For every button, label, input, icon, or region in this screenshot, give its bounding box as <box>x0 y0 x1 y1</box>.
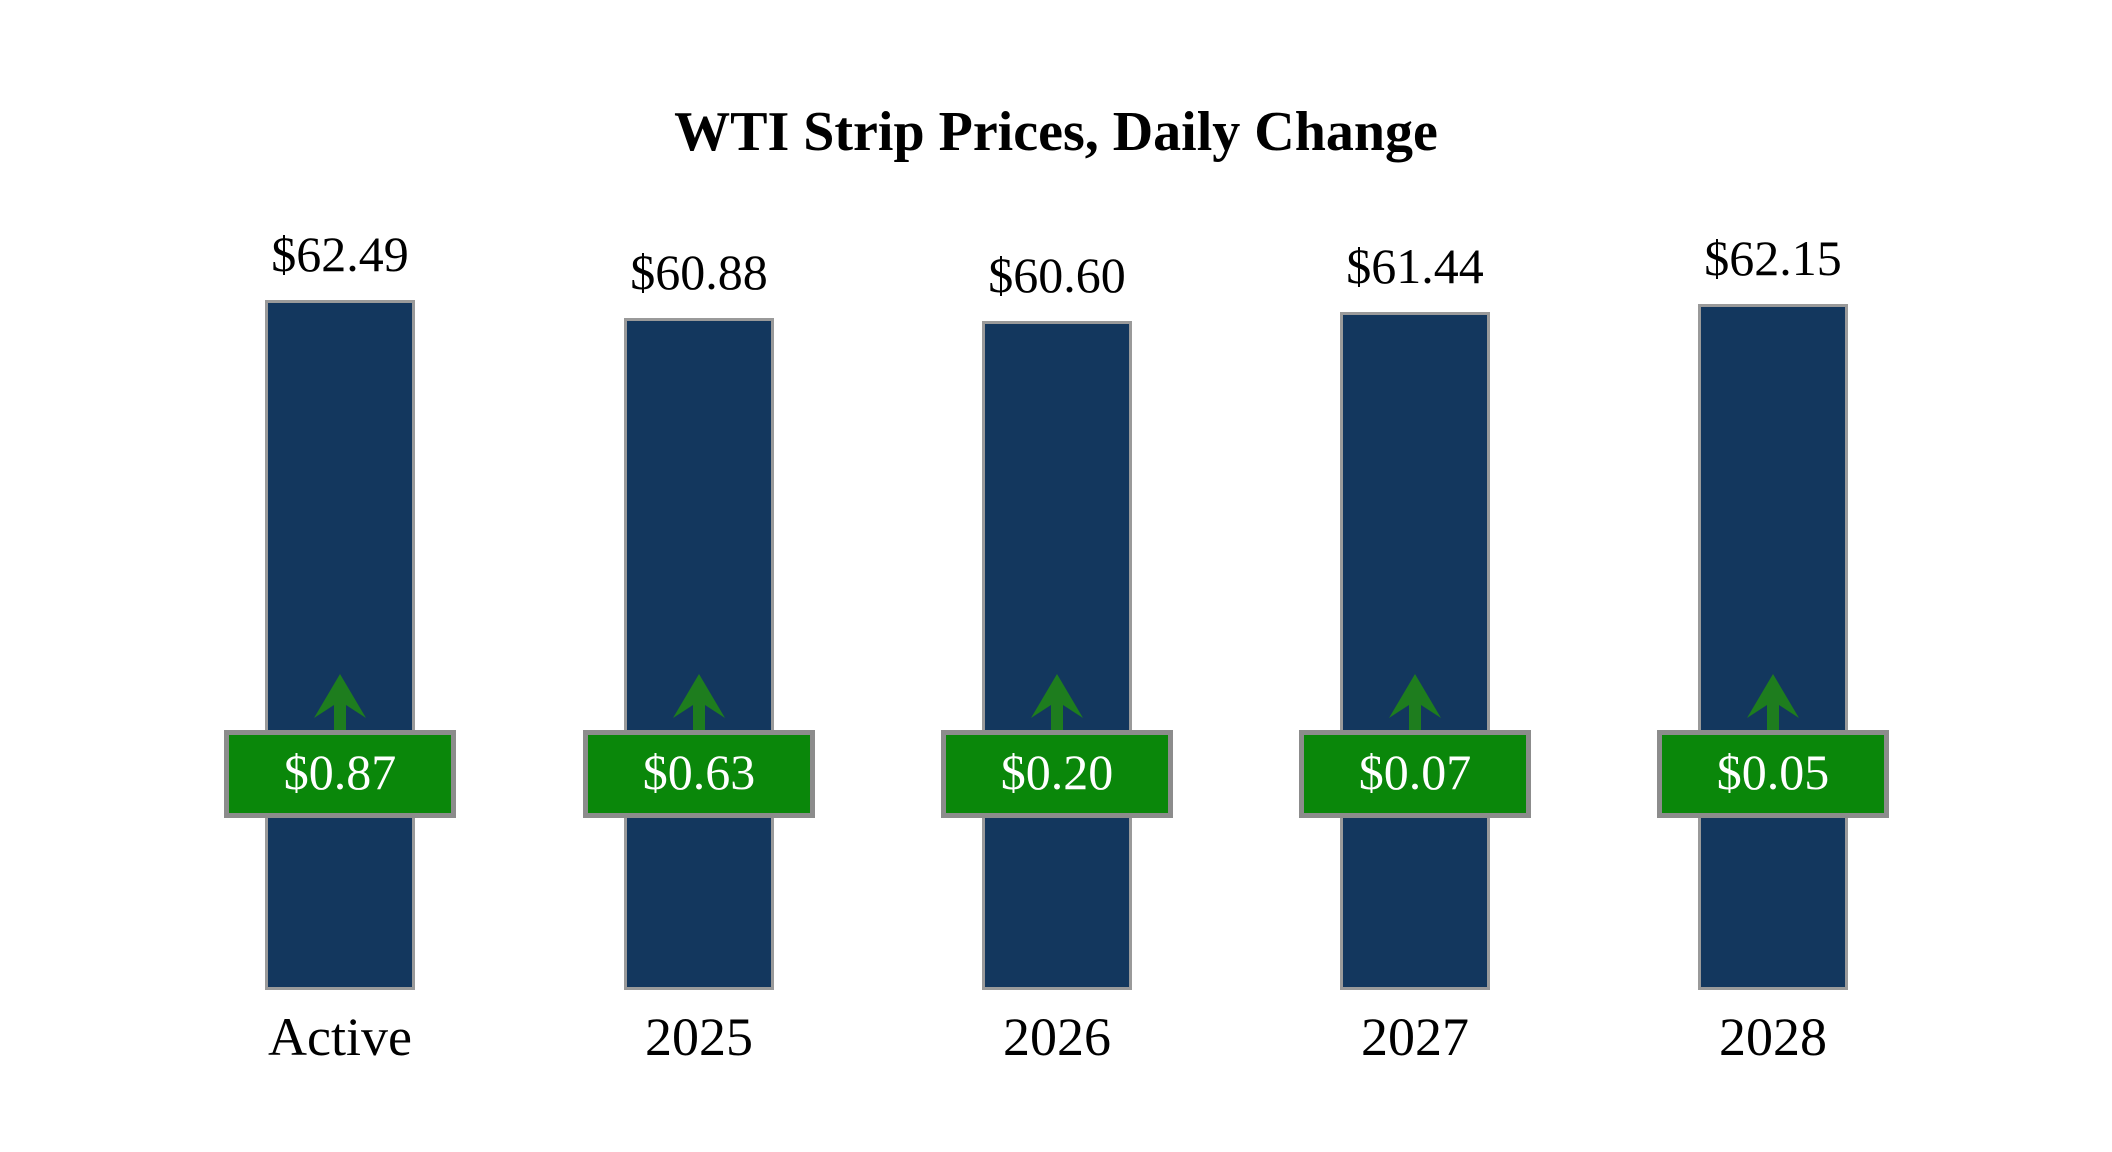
category-label: Active <box>268 1007 412 1067</box>
price-bar <box>265 300 415 990</box>
price-bar <box>1698 304 1848 990</box>
arrow-up-icon <box>314 674 366 730</box>
price-label: $60.88 <box>630 244 768 300</box>
daily-change-value: $0.20 <box>1000 744 1114 800</box>
price-label: $62.49 <box>271 226 409 282</box>
category-label: 2026 <box>1003 1007 1111 1067</box>
daily-change-badge: $0.63 <box>583 730 815 818</box>
price-label: $61.44 <box>1346 238 1484 294</box>
daily-change-value: $0.05 <box>1716 744 1830 800</box>
arrow-up-icon <box>1389 674 1441 730</box>
daily-change-value: $0.07 <box>1358 744 1472 800</box>
price-bar <box>982 321 1132 990</box>
daily-change-badge: $0.20 <box>941 730 1173 818</box>
category-label: 2027 <box>1361 1007 1469 1067</box>
daily-change-badge: $0.07 <box>1299 730 1531 818</box>
daily-change-value: $0.87 <box>283 744 397 800</box>
arrow-up-icon <box>1031 674 1083 730</box>
category-label: 2028 <box>1719 1007 1827 1067</box>
daily-change-value: $0.63 <box>642 744 756 800</box>
arrow-up-icon <box>673 674 725 730</box>
daily-change-badge: $0.87 <box>224 730 456 818</box>
price-label: $60.60 <box>988 247 1126 303</box>
arrow-up-icon <box>1747 674 1799 730</box>
price-bar <box>624 318 774 990</box>
chart-title: WTI Strip Prices, Daily Change <box>674 101 1438 163</box>
price-label: $62.15 <box>1704 230 1842 286</box>
price-bar <box>1340 312 1490 990</box>
daily-change-badge: $0.05 <box>1657 730 1889 818</box>
category-label: 2025 <box>645 1007 753 1067</box>
